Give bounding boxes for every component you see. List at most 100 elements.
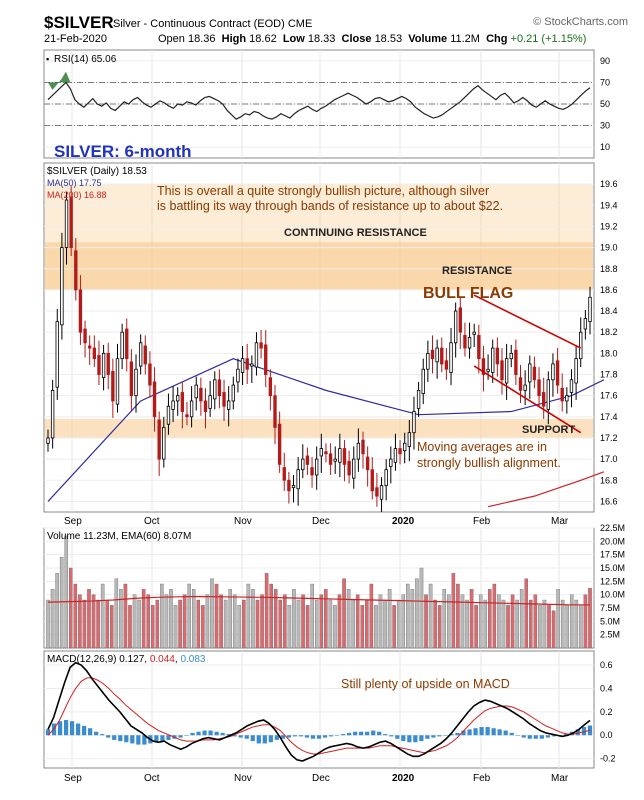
macd-histogram-bar [280,735,285,739]
ohlc-readout: Open 18.36 High 18.62 Low 18.33 Close 18… [158,33,586,45]
volume-tick-label: 15.0M [600,563,625,573]
candle-body [588,296,592,323]
chg-value: +0.21 (+1.15%) [510,33,587,45]
volume-bar [583,594,588,649]
volume-bar [442,589,447,649]
macd-histogram-bar [407,735,412,743]
source-credit[interactable]: © StockCharts.com [533,16,628,28]
low-value: 18.33 [307,33,336,45]
macd-histogram-bar [353,731,358,736]
candle-body [305,455,310,465]
volume-bar [50,589,55,649]
volume-bar [510,594,515,649]
volume-bar [460,594,465,649]
volume-bar [437,605,442,649]
description-text: Silver - Continuous Contract (EOD) [113,18,285,30]
candle-body [361,439,365,455]
volume-bar [378,594,383,649]
volume-bar [570,594,574,649]
macd-histogram-bar [136,735,141,745]
candle-body [254,342,259,368]
macd-histogram-bar [551,735,556,737]
volume-bar [497,594,501,649]
volume-bar [264,573,269,649]
macd-histogram-bar [509,732,514,736]
candle-body [472,331,476,335]
volume-bar [478,594,483,649]
candle-body [92,347,97,360]
candle-body [403,442,407,452]
candle-body [338,448,342,463]
volume-bar [205,594,210,649]
macd-x-label: Dec [312,773,330,784]
macd-legend-part: 0.044 [150,654,175,665]
macd-histogram-bar [377,731,382,736]
volume-bar [451,573,456,649]
volume-bar [456,583,460,649]
price-x-label: Feb [473,516,491,527]
volume-bar [474,605,478,649]
volume-bar [128,605,132,649]
volume-bar [492,583,497,649]
candle-body [213,379,217,400]
volume-bar [551,610,556,649]
volume-bar [519,589,524,649]
macd-histogram-bar [130,735,135,744]
volume-bar [447,594,451,649]
volume-bar [360,605,365,649]
macd-histogram-bar [515,735,520,736]
macd-histogram-bar [256,735,261,744]
volume-bar [556,589,560,649]
macd-histogram-bar [425,735,430,739]
macd-histogram-bar [521,735,526,738]
candle-body [352,458,356,479]
macd-histogram-bar [322,735,328,738]
candle-body [430,349,435,360]
macd-histogram-bar [310,735,316,739]
volume-bar [406,583,410,649]
volume-bar [46,599,50,649]
candle-body [129,361,134,397]
volume-bar [228,589,232,649]
volume-bar [64,535,68,649]
macd-histogram-bar [371,730,376,736]
rsi-tick-label: 90 [600,56,610,66]
candle-body [231,384,235,402]
volume-tick-label: 22.5M [600,523,625,533]
candle-body [319,448,323,457]
candle-body [287,479,291,492]
candle-body [509,352,513,360]
candle-body [310,467,314,476]
candle-body [440,347,444,365]
volume-bar [383,599,387,649]
high-value: 18.62 [249,33,277,45]
volume-bar [169,589,173,649]
rsi-tick-label: 30 [600,121,610,131]
price-x-label: 2020 [392,516,415,527]
rsi-line [47,81,591,120]
volume-bar [346,589,351,649]
macd-histogram-bar [479,727,484,736]
volume-bar [173,605,178,649]
macd-tick-label: 0.2 [600,707,613,717]
candle-body [166,405,171,425]
price-tick-label: 19.6 [600,179,618,189]
volume-bar [269,583,273,649]
candle-body [111,370,115,402]
price-frame [43,162,595,513]
macd-histogram-bar [292,735,298,737]
volume-bar [579,605,583,649]
candle-body [342,448,347,465]
volume-bar [137,599,141,649]
candle-body [134,368,138,397]
candle-body [426,352,430,370]
volume-bar [374,605,378,649]
chart-date: 21-Feb-2020 [44,33,107,45]
macd-histogram-bar [449,734,454,736]
candle-body [301,458,305,471]
macd-histogram-bar [395,735,400,739]
flag-upper-line [473,294,582,349]
macd-histogram-bar [419,735,424,742]
macd-histogram-bar [527,735,532,739]
